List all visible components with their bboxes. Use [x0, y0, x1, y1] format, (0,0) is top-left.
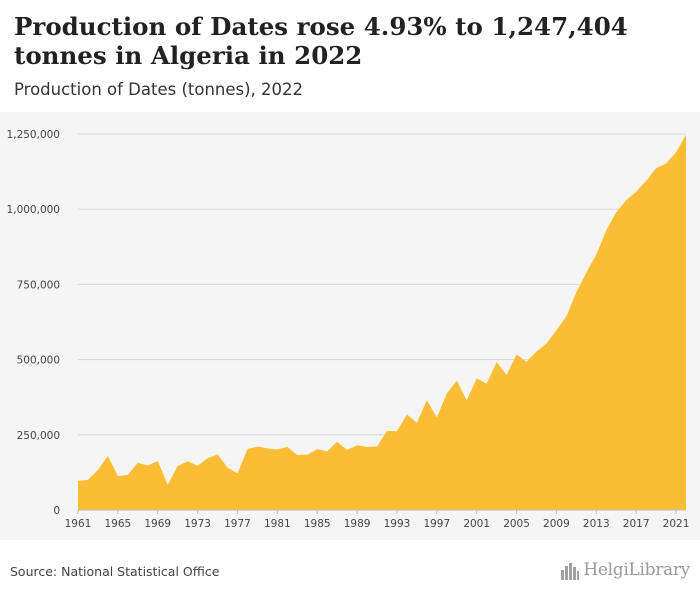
x-tick-label: 2013 [583, 518, 610, 530]
y-tick-label: 750,000 [17, 279, 60, 291]
x-tick-label: 2021 [663, 518, 690, 530]
helgi-library-logo: HelgiLibrary [560, 560, 690, 580]
y-tick-label: 250,000 [17, 430, 60, 442]
x-tick-label: 1973 [184, 518, 211, 530]
x-tick-label: 1997 [423, 518, 450, 530]
logo-text-helgi: Helgi [583, 560, 629, 580]
area-chart: 0 250,000 500,000 750,000 1,000,000 1,250,000… [7, 129, 690, 530]
x-tick-label: 2009 [543, 518, 570, 530]
x-tick-label: 2017 [623, 518, 650, 530]
page-title: Production of Dates rose 4.93% to 1,247,… [14, 12, 628, 70]
x-tick-label: 1961 [65, 518, 92, 530]
x-tick-label: 2001 [463, 518, 490, 530]
area-series [78, 134, 686, 510]
page-subtitle: Production of Dates (tonnes), 2022 [14, 80, 304, 99]
y-tick-label: 500,000 [17, 355, 60, 367]
source-note: Source: National Statistical Office [10, 564, 220, 579]
y-tick-label: 1,250,000 [7, 129, 60, 141]
chart-panel: 0 250,000 500,000 750,000 1,000,000 1,250,000… [0, 112, 700, 540]
x-tick-label: 1989 [344, 518, 371, 530]
x-tick-label: 2005 [503, 518, 530, 530]
x-tick-label: 1969 [144, 518, 171, 530]
logo-text-library: Library [628, 560, 690, 580]
skyline-icon [561, 563, 580, 580]
x-tick-label: 1985 [304, 518, 331, 530]
x-tick-label: 1981 [264, 518, 291, 530]
x-tick-label: 1993 [384, 518, 411, 530]
x-tick-label: 1965 [105, 518, 132, 530]
y-tick-label: 1,000,000 [7, 204, 60, 216]
x-tick-label: 1977 [224, 518, 251, 530]
y-tick-label: 0 [53, 505, 60, 517]
